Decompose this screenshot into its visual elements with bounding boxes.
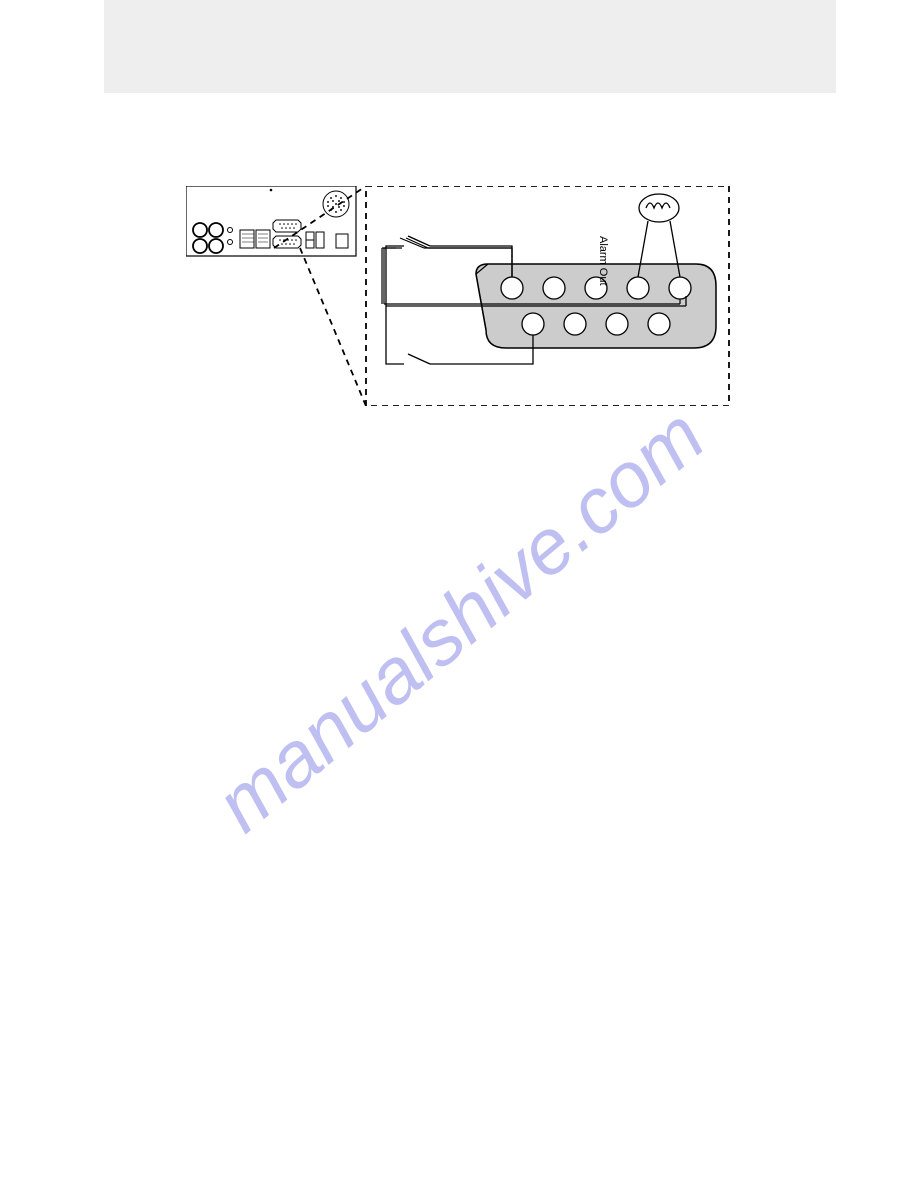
alarm-wiring-diagram: Alarm Out	[186, 186, 730, 406]
alarm-out-label: Alarm Out	[597, 236, 609, 286]
dvr-unit	[186, 186, 356, 256]
watermark-text: manualshive.com	[198, 390, 721, 850]
page-banner	[104, 0, 836, 93]
